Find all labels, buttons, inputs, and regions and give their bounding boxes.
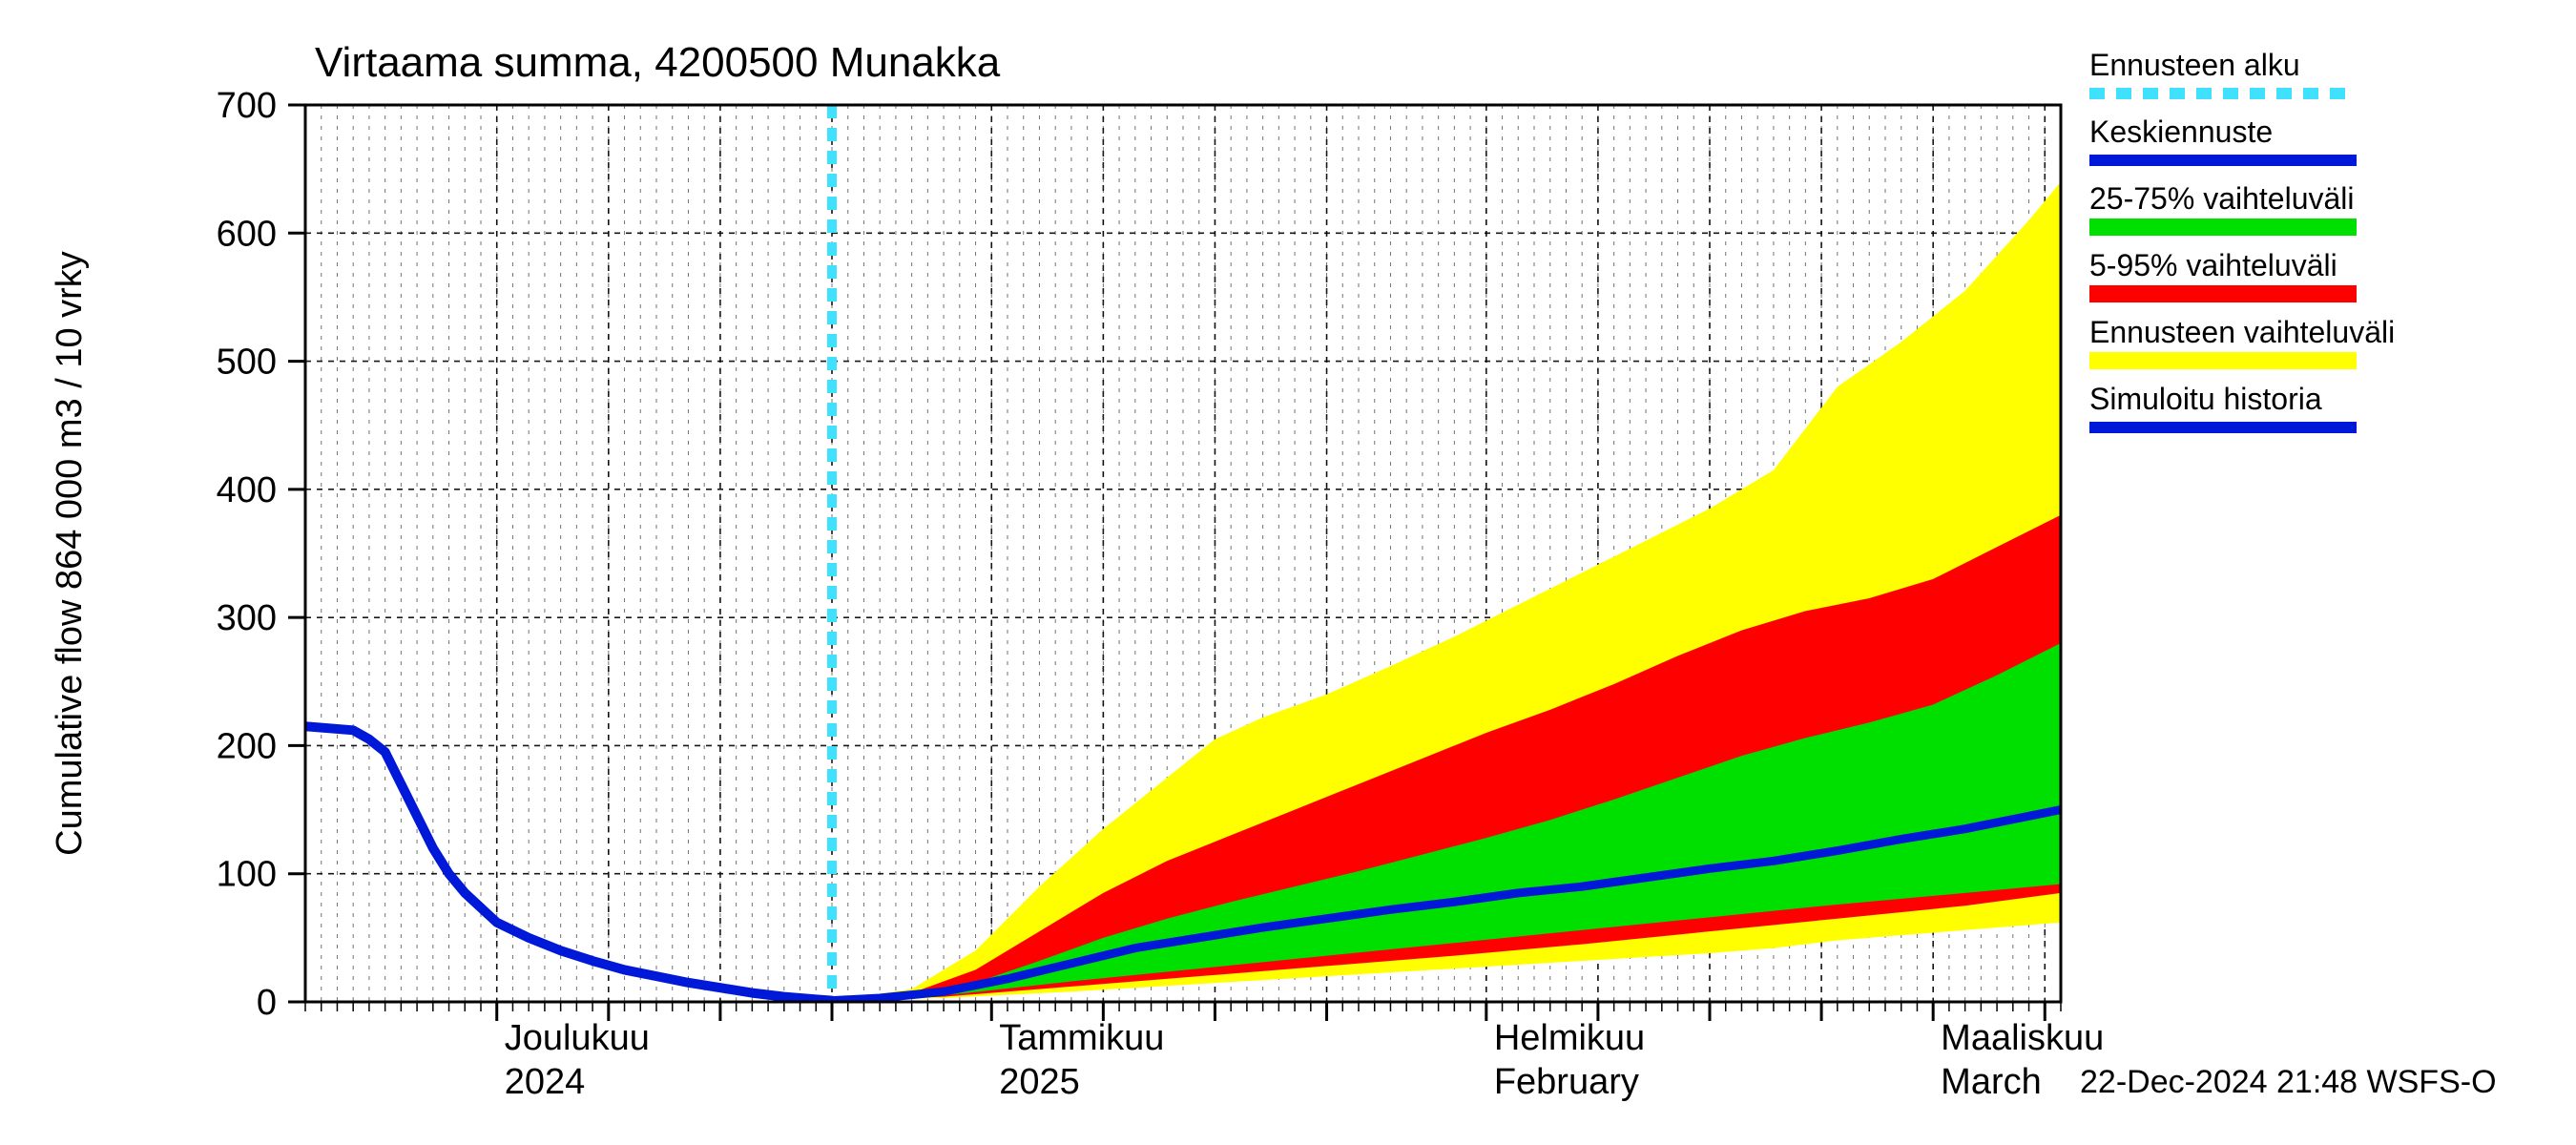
- xtick-label: February: [1494, 1062, 1639, 1102]
- legend-label: 5-95% vaihteluväli: [2089, 248, 2337, 282]
- ytick-label: 600: [217, 214, 277, 254]
- legend-swatch: [2089, 285, 2357, 302]
- xtick-label: March: [1941, 1062, 2042, 1102]
- ytick-label: 500: [217, 343, 277, 383]
- y-axis-label: Cumulative flow 864 000 m3 / 10 vrky: [50, 251, 90, 856]
- xtick-label: 2025: [999, 1062, 1080, 1102]
- ytick-label: 300: [217, 598, 277, 638]
- legend-swatch: [2089, 219, 2357, 236]
- legend-label: Ennusteen alku: [2089, 48, 2300, 82]
- legend-label: 25-75% vaihteluväli: [2089, 181, 2355, 216]
- legend-label: Keskiennuste: [2089, 114, 2273, 149]
- xtick-label: Joulukuu: [505, 1018, 650, 1058]
- ytick-label: 100: [217, 855, 277, 895]
- xtick-label: 2024: [505, 1062, 586, 1102]
- chart-root: 0 100 200 300 400 500 600 700 Joulukuu2024 Tammik…: [0, 0, 2576, 1145]
- xtick-label: Tammikuu: [999, 1018, 1164, 1058]
- xtick-label: Helmikuu: [1494, 1018, 1645, 1058]
- ytick-label: 400: [217, 470, 277, 510]
- chart-svg: 0 100 200 300 400 500 600 700 Joulukuu2024 Tammik…: [0, 0, 2576, 1145]
- xtick-label: Maaliskuu: [1941, 1018, 2104, 1058]
- legend-swatch: [2089, 352, 2357, 369]
- ytick-label: 700: [217, 86, 277, 126]
- legend-swatch: [2089, 422, 2357, 433]
- legend-swatch: [2089, 155, 2357, 166]
- legend-label: Simuloitu historia: [2089, 382, 2322, 416]
- chart-title: Virtaama summa, 4200500 Munakka: [315, 39, 1001, 86]
- ytick-label: 0: [257, 983, 277, 1023]
- legend-label: Ennusteen vaihteluväli: [2089, 315, 2395, 349]
- ytick-label: 200: [217, 726, 277, 766]
- chart-footer: 22-Dec-2024 21:48 WSFS-O: [2080, 1064, 2497, 1100]
